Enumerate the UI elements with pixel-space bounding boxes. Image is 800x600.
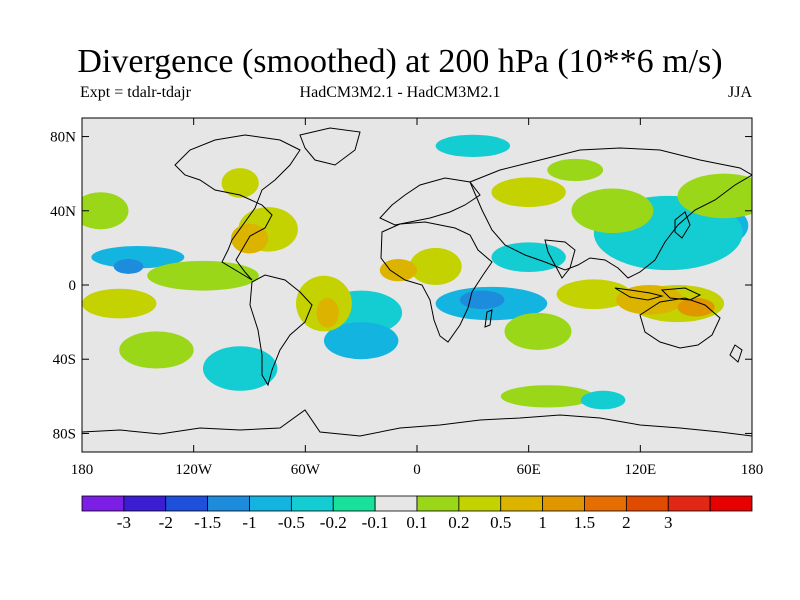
colorbar-swatch <box>584 495 627 512</box>
lon-tick-label: 60W <box>291 462 321 478</box>
lon-tick-label: 60E <box>517 462 541 478</box>
contour-blob <box>409 247 462 285</box>
lat-tick-label: 80N <box>50 130 76 146</box>
contour-blob <box>91 246 185 269</box>
contour-blob <box>82 192 129 230</box>
colorbar-swatch <box>81 495 125 512</box>
contour-blob <box>504 312 572 350</box>
contour-blob <box>459 290 505 310</box>
colorbar-label: -0.1 <box>362 513 389 532</box>
colorbar-swatch <box>332 495 376 512</box>
colorbar-label: 1 <box>538 513 547 532</box>
colorbar-label: -0.2 <box>320 513 347 532</box>
colorbar-swatch <box>165 495 209 512</box>
colorbar-swatch <box>542 495 585 512</box>
colorbar-label: -1 <box>242 513 256 532</box>
contour-blob <box>323 322 399 360</box>
lat-tick-label: 80S <box>53 426 76 442</box>
colorbar-label: 2 <box>622 513 631 532</box>
colorbar-label: -0.5 <box>278 513 305 532</box>
contour-blob <box>547 158 604 182</box>
colorbar-label: -1.5 <box>194 513 221 532</box>
colorbar-swatch <box>667 495 711 512</box>
contour-blob <box>113 259 144 274</box>
colorbar-swatch <box>500 495 544 512</box>
contour-blob <box>230 223 269 254</box>
contour-blob <box>379 259 417 282</box>
colorbar-swatch <box>207 495 250 512</box>
colorbar-swatch <box>458 495 502 512</box>
lon-tick-label: 180 <box>71 462 94 478</box>
contour-blob <box>491 242 566 273</box>
lon-tick-label: 180 <box>741 462 764 478</box>
colorbar-swatch <box>123 495 167 512</box>
contour-blob <box>82 288 157 319</box>
lon-tick-label: 120W <box>175 462 213 478</box>
plot-title: Divergence (smoothed) at 200 hPa (10**6 … <box>77 43 723 80</box>
lat-tick-label: 0 <box>69 278 77 294</box>
colorbar-label: -2 <box>159 513 173 532</box>
lat-tick-label: 40S <box>53 352 76 368</box>
contour-blob <box>500 385 594 408</box>
colorbar-label: 3 <box>664 513 673 532</box>
colorbar-swatch <box>709 495 753 512</box>
contour-blob <box>221 168 259 198</box>
contour-blob <box>491 177 566 208</box>
lon-tick-label: 0 <box>413 462 421 478</box>
colorbar-label: 1.5 <box>574 513 595 532</box>
season-label: JJA <box>727 84 752 101</box>
contour-blob <box>677 297 715 317</box>
contour-blob <box>677 173 752 219</box>
contour-blob <box>571 188 654 234</box>
coastlines <box>82 127 752 437</box>
contour-blob <box>435 134 511 157</box>
colorbar-swatch <box>374 495 418 512</box>
contour-blob <box>147 260 259 291</box>
colorbar-label: 0.5 <box>490 513 511 532</box>
contour-blob <box>316 297 339 328</box>
contour-blob <box>580 390 626 410</box>
colorbar-label: 0.1 <box>406 513 427 532</box>
experiment-label: Expt = tdalr-tdajr <box>80 84 191 101</box>
contour-blob <box>556 279 632 310</box>
colorbar-swatch <box>290 495 334 512</box>
colorbar-swatch <box>416 495 460 512</box>
map-axes: 80N 40N 0 40S 80S 180 120W 60W 0 60E 120E 180 <box>50 118 763 478</box>
colorbar-swatch <box>249 495 292 512</box>
contour-blob <box>202 346 278 391</box>
lon-tick-label: 120E <box>624 462 656 478</box>
model-label: HadCM3M2.1 - HadCM3M2.1 <box>299 84 501 101</box>
colorbar-label: -3 <box>117 513 131 532</box>
colorbar: -3 -2 -1.5 -1 -0.5 -0.2 -0.1 0.1 0.2 0.5 1 1.5 2 3 <box>81 495 753 532</box>
colorbar-label: 0.2 <box>448 513 469 532</box>
colorbar-swatch <box>625 495 669 512</box>
lat-tick-label: 40N <box>50 204 76 220</box>
contour-blob <box>119 331 194 369</box>
